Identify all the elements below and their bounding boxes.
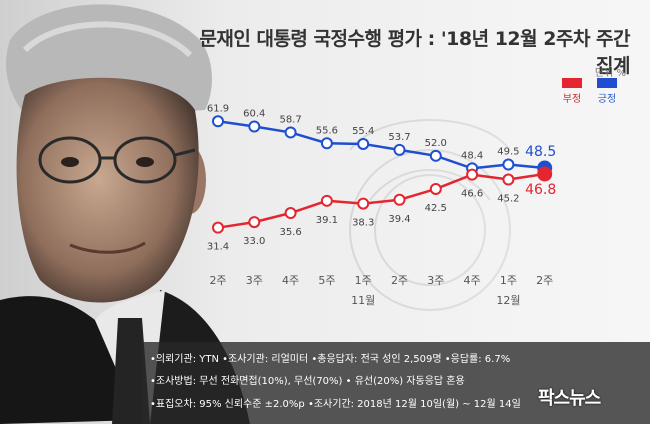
brand-logo-text: 팍스뉴스 [538,388,601,409]
data-point-negative [212,221,224,234]
data-label-negative: 39.4 [388,214,410,225]
chart-title: 문재인 대통령 국정수행 평가 : '18년 12월 2주차 주간집계 [199,28,630,77]
survey-info-line-1: •의뢰기관: YTN •조사기관: 리얼미터 •총응답자: 전국 성인 2,50… [150,354,511,365]
legend-item-negative: 부정 [557,78,587,105]
survey-info-line-3: •표집오차: 95% 신뢰수준 ±2.0%p •조사기간: 2018년 12월 … [150,399,521,410]
data-point-positive [357,137,370,150]
data-point-positive [284,126,297,139]
data-point-negative [502,173,515,186]
data-point-positive [320,137,333,150]
legend-item-positive: 긍정 [592,78,622,105]
data-point-negative [357,197,370,210]
data-label-negative: 38.3 [352,218,374,229]
x-tick-label: 1주 [500,274,517,287]
data-label-positive: 55.4 [352,126,374,137]
data-label-negative: 45.2 [497,194,519,205]
data-label-positive: 52.0 [425,138,447,149]
data-label-negative: 42.5 [425,203,447,214]
legend-label-positive: 긍정 [597,94,617,105]
legend-swatch-positive [597,78,617,88]
x-month-label: 11월 [351,294,375,307]
x-tick-label: 1주 [355,274,372,287]
x-tick-label: 2주 [209,274,226,287]
data-point-negative [429,182,442,195]
data-label-negative: 31.4 [207,242,229,253]
data-point-negative [537,166,553,182]
series-line-negative [217,172,545,229]
data-label-positive: 48.4 [461,150,483,161]
data-point-positive [502,158,515,171]
x-tick-label: 5주 [318,274,335,287]
data-label-positive: 55.6 [316,125,338,136]
data-label-positive: 53.7 [388,132,410,143]
unit-label: 단위 % [594,68,626,79]
data-label-positive: 49.5 [497,147,519,158]
x-tick-label: 4주 [282,274,299,287]
data-label-positive: 60.4 [243,109,265,120]
survey-info-box: •의뢰기관: YTN •조사기관: 리얼미터 •총응답자: 전국 성인 2,50… [142,342,650,424]
data-point-negative [320,194,333,207]
x-tick-label: 4주 [464,274,481,287]
data-point-negative [248,216,261,229]
series-line-positive [217,120,545,170]
legend-label-negative: 부정 [562,94,582,105]
legend-swatch-negative [562,78,582,88]
data-label-positive: 48.5 [525,144,556,160]
data-label-positive: 58.7 [279,114,301,125]
x-tick-label: 2주 [536,274,553,287]
data-point-negative [393,193,406,206]
data-point-positive [248,120,261,133]
data-label-negative: 39.1 [316,215,338,226]
data-point-positive [393,143,406,156]
x-tick-label: 2주 [391,274,408,287]
data-point-positive [429,149,442,162]
data-label-negative: 35.6 [279,227,301,238]
x-tick-label: 3주 [246,274,263,287]
data-label-positive: 61.9 [207,103,229,114]
x-month-label: 12월 [496,294,520,307]
data-point-positive [212,115,224,128]
data-label-negative: 46.6 [461,189,483,200]
x-tick-label: 3주 [427,274,444,287]
data-point-negative [284,207,297,220]
survey-info-line-2: •조사방법: 무선 전화면접(10%), 무선(70%) • 유선(20%) 자… [150,376,465,387]
data-label-negative: 33.0 [243,236,265,247]
data-label-negative: 46.8 [525,182,556,198]
data-point-negative [466,168,479,181]
